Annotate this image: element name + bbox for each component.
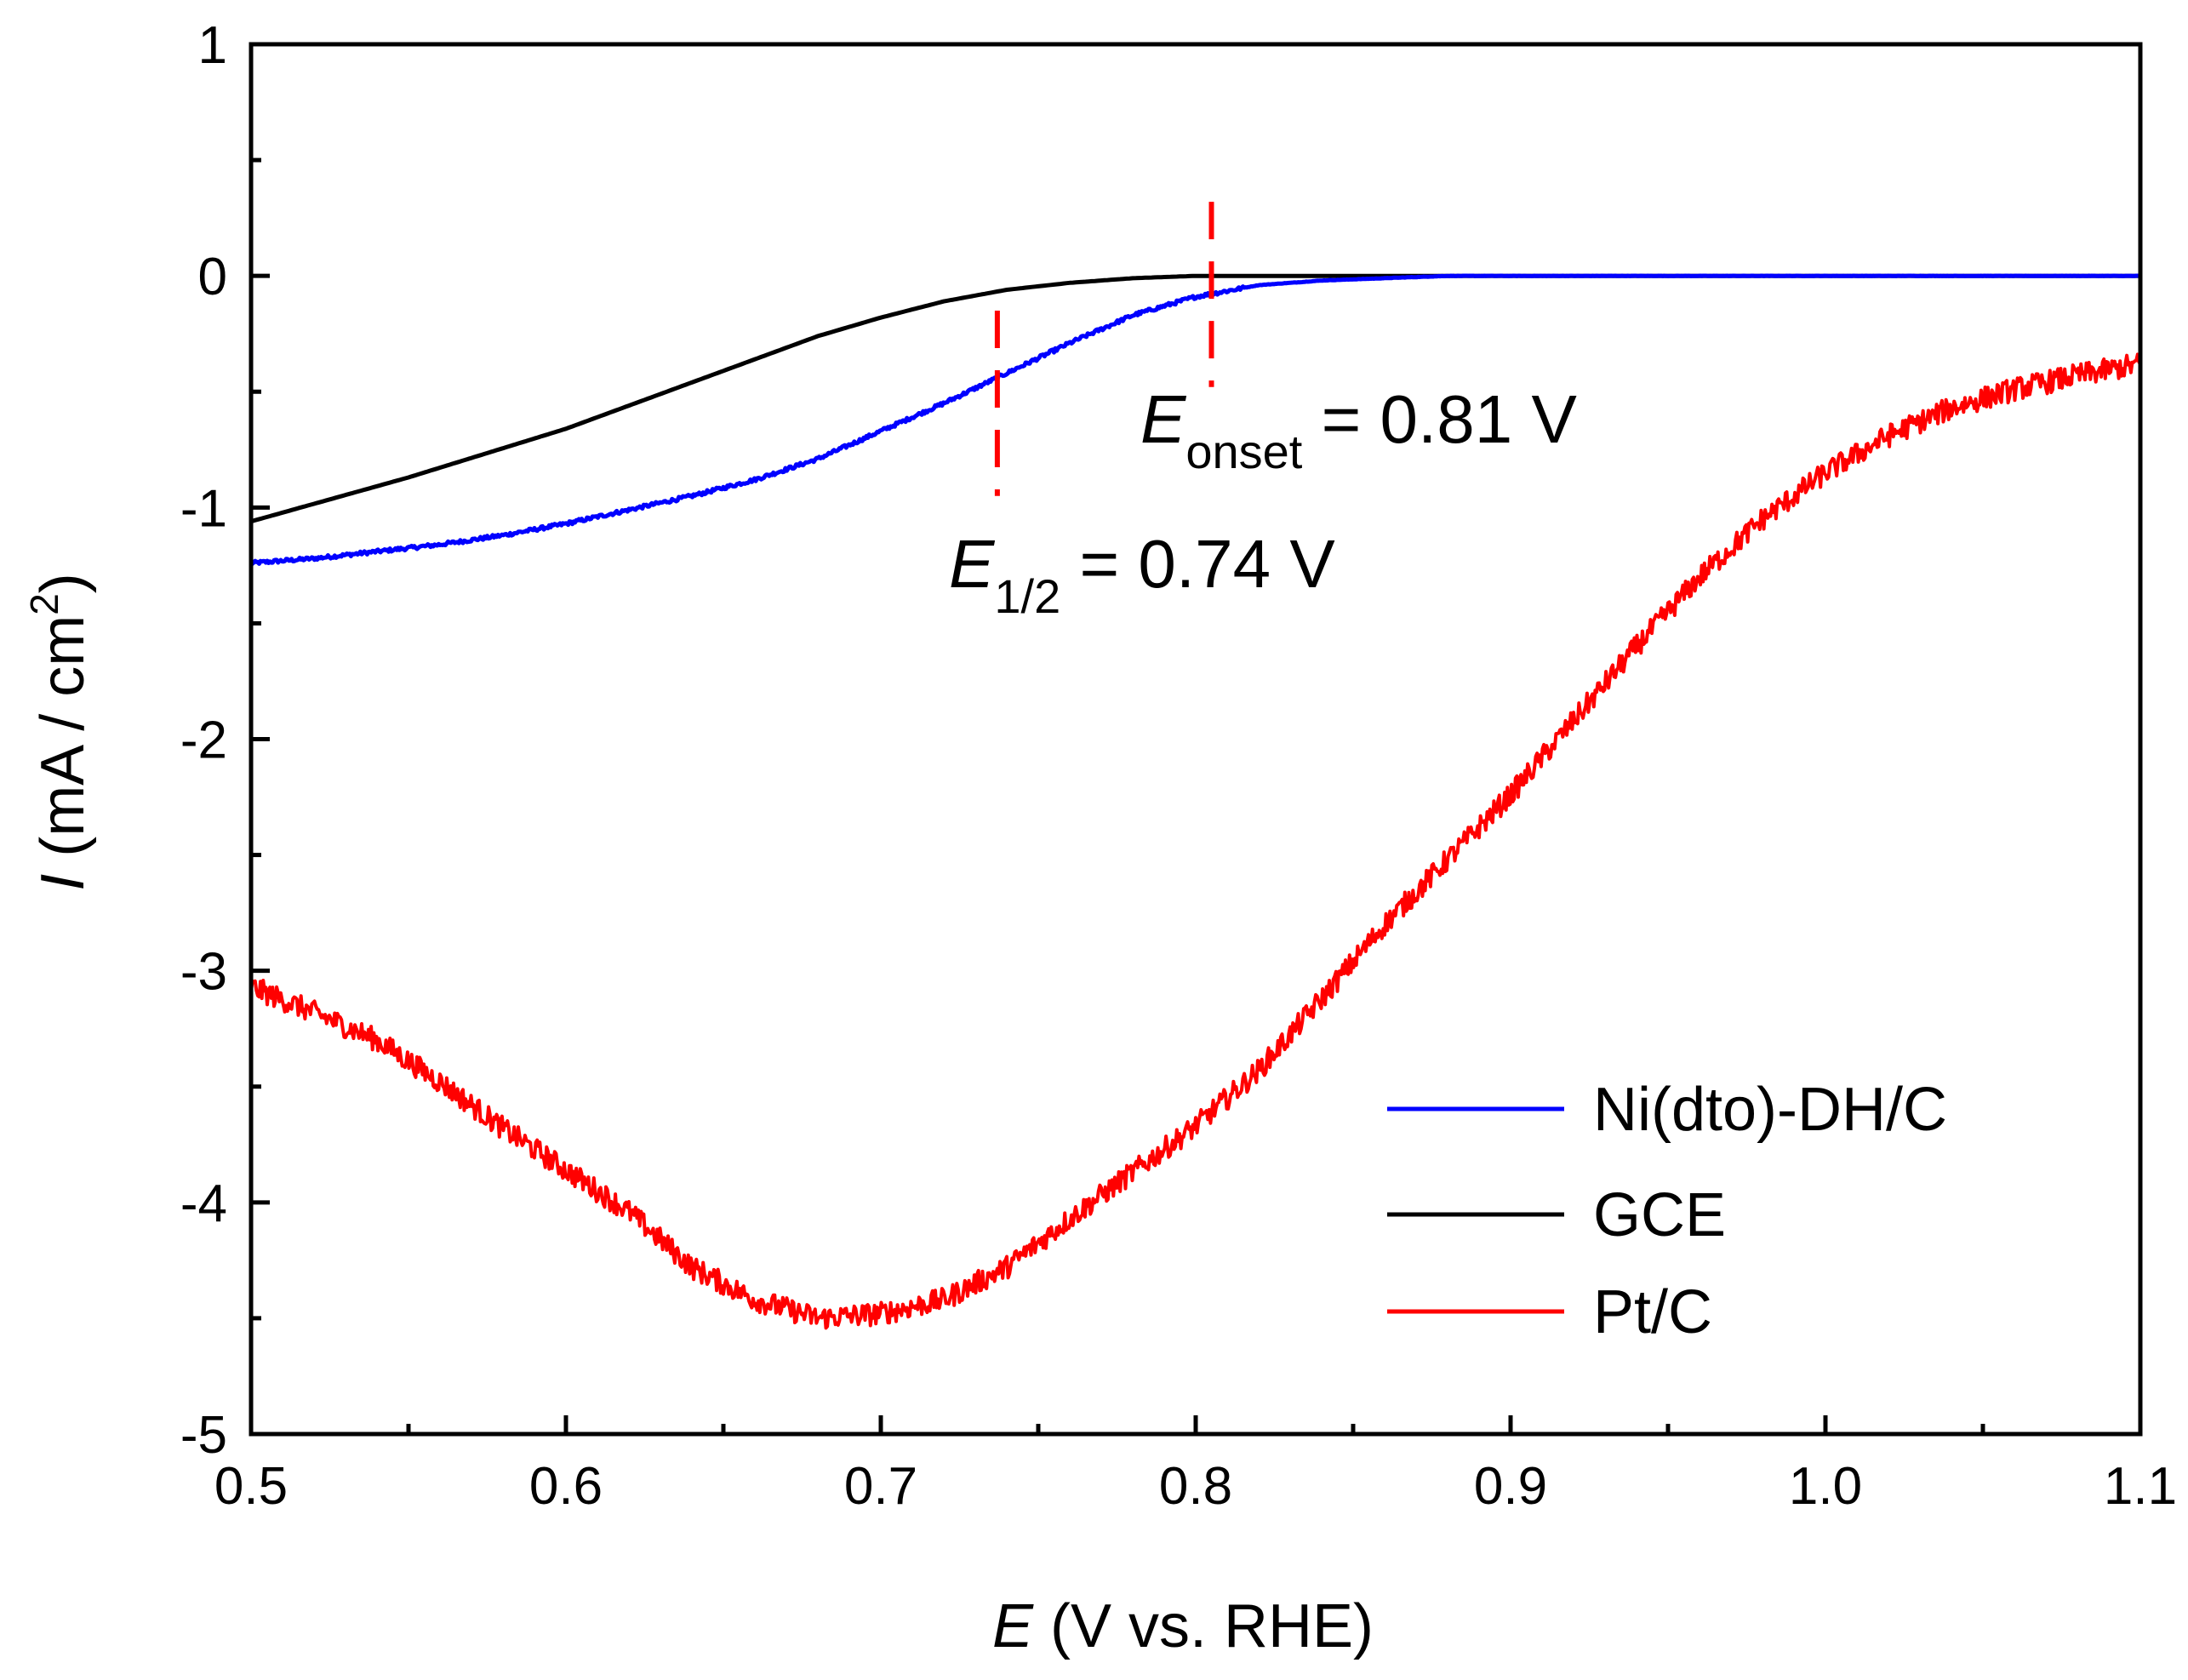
legend-label-ni-dto: Ni(dto)-DH/C	[1593, 1076, 1947, 1144]
y-tick-label: -5	[180, 1406, 227, 1465]
y-tick-label: -2	[180, 711, 227, 770]
x-tick-label: 1.1	[2104, 1457, 2177, 1516]
x-axis-title: E (V vs. RHE)	[992, 1592, 1374, 1660]
x-tick-label: 0.7	[844, 1457, 917, 1516]
legend-label-gce: GCE	[1593, 1181, 1726, 1249]
plot-frame	[249, 42, 2143, 1437]
x-tick-label: 0.9	[1474, 1457, 1547, 1516]
onset-annotation: Eonset = 0.81 V	[1140, 381, 1577, 478]
x-tick-label: 0.6	[529, 1457, 603, 1516]
axis-ticks: 0.5 0.6 0.7 0.8 0.9 1.0 1.1 1 0 -1 -2 -3 -4 -5	[180, 16, 2177, 1516]
series-line-ni-dto-dh-c	[249, 273, 2141, 566]
y-tick-label: -4	[180, 1174, 227, 1233]
x-tick-label: 0.8	[1159, 1457, 1232, 1516]
y-tick-label: -3	[180, 943, 227, 1002]
legend: Ni(dto)-DH/C GCE Pt/C	[1387, 1076, 1947, 1346]
x-tick-label: 0.5	[214, 1457, 288, 1516]
series-layer	[249, 273, 2142, 1330]
y-tick-label: -1	[180, 479, 227, 538]
series-line-gce	[250, 273, 2140, 524]
y-tick-label: 1	[198, 16, 227, 75]
y-axis-title: I (mA / cm2)	[22, 573, 97, 891]
legend-label-pt-c: Pt/C	[1593, 1278, 1712, 1346]
annotation-lines	[994, 202, 1214, 496]
series-line-pt-c	[249, 352, 2142, 1330]
x-tick-label: 1.0	[1789, 1457, 1862, 1516]
half-wave-annotation: E1/2 = 0.74 V	[949, 526, 1335, 623]
y-tick-label: 0	[198, 248, 227, 306]
